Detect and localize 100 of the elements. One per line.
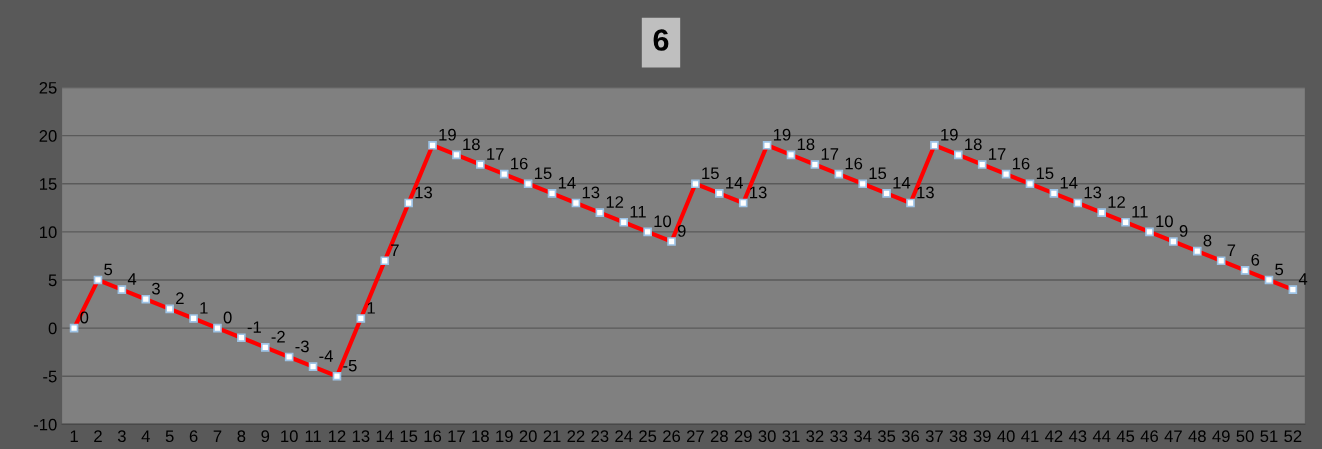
data-label: 15 [702,167,719,180]
data-label: 1 [367,302,375,314]
x-tick-label: 12 [328,430,346,442]
data-label: -1 [247,321,261,333]
data-label: 18 [965,138,982,151]
data-label: 15 [869,167,887,180]
data-label: 0 [223,311,232,324]
x-tick-label: 37 [925,430,943,443]
data-label: 18 [463,138,480,151]
data-label: 17 [989,148,1006,160]
y-tick-label: -5 [43,370,57,383]
y-tick-label: 10 [40,226,57,239]
x-tick-label: 31 [782,430,800,443]
x-tick-label: 28 [710,430,728,443]
x-tick-label: 23 [591,430,609,443]
x-tick-label: 50 [1236,430,1254,443]
data-label: 9 [1179,225,1188,237]
data-label: 18 [797,138,815,151]
x-tick-label: 8 [237,430,246,443]
y-tick-label: 25 [39,81,57,94]
x-tick-label: 40 [997,430,1015,443]
x-tick-label: 41 [1021,430,1039,442]
data-label: 19 [773,128,791,141]
y-tick-label: 15 [40,178,57,190]
x-tick-label: 9 [261,430,270,443]
data-label: 19 [941,128,958,141]
data-label: 15 [534,167,552,180]
x-tick-label: 21 [543,430,561,442]
x-tick-label: 33 [830,430,848,443]
x-tick-label: 15 [400,430,418,443]
x-tick-label: 49 [1212,430,1230,443]
x-tick-label: 47 [1164,430,1182,442]
x-tick-label: 22 [567,430,585,442]
x-tick-label: 29 [734,430,752,443]
x-tick-label: 10 [281,430,298,443]
x-tick-label: 35 [877,430,896,443]
x-tick-label: 13 [352,430,370,443]
data-label: 13 [917,186,934,199]
data-label: 14 [893,177,911,189]
data-label: 14 [726,177,743,189]
x-tick-label: 1 [70,430,78,442]
y-tick-label: 5 [48,274,57,287]
data-label: 4 [127,273,137,285]
x-tick-label: 43 [1068,430,1087,443]
data-label: 7 [1227,244,1236,256]
x-tick-label: 19 [496,430,513,443]
data-label: 7 [391,244,399,256]
x-tick-label: 27 [686,430,704,442]
data-label: 4 [1298,273,1308,285]
data-label: 13 [582,186,600,199]
data-label: 13 [1084,186,1102,199]
data-label: 5 [104,263,113,276]
data-label: 15 [1036,167,1054,180]
x-tick-label: 34 [854,430,872,443]
y-tick-label: 0 [48,322,57,335]
x-tick-label: 11 [305,430,321,442]
x-tick-label: 2 [94,430,102,442]
x-tick-label: 20 [519,430,537,443]
data-label: -5 [343,359,357,372]
data-label: 9 [677,225,686,237]
data-label: 16 [845,157,863,170]
data-label: 8 [1203,234,1212,247]
data-label: 16 [1012,157,1030,170]
x-tick-label: 4 [141,430,150,442]
x-tick-label: 39 [973,430,991,443]
x-tick-label: 5 [165,430,174,443]
data-label: 2 [176,292,184,304]
x-tick-label: 36 [901,430,920,443]
x-tick-label: 26 [663,430,681,443]
data-label: -2 [271,330,285,343]
y-tick-label: -10 [33,418,57,431]
x-tick-label: 32 [806,430,824,443]
data-label: 11 [630,205,646,218]
data-label: -4 [319,350,333,362]
x-tick-label: 38 [949,430,967,443]
data-label: 13 [415,186,433,199]
x-tick-label: 44 [1092,430,1111,442]
data-label: 5 [1275,263,1284,276]
x-tick-label: 25 [639,430,657,443]
x-tick-label: 42 [1045,430,1063,442]
x-tick-label: 52 [1284,430,1302,443]
data-label: 12 [606,196,624,208]
x-tick-label: 14 [376,430,394,442]
data-label: 0 [80,311,89,324]
data-label: 17 [487,148,504,160]
x-tick-label: 7 [213,430,222,442]
data-label: 14 [1060,177,1078,189]
data-label: 11 [1132,205,1148,218]
x-tick-label: 30 [758,430,776,443]
x-tick-label: 16 [424,430,442,443]
chart-title: 6 [653,29,669,51]
data-label: 17 [821,148,839,160]
data-label: 12 [1108,196,1125,208]
x-tick-label: 46 [1140,430,1159,443]
data-label: 10 [654,215,672,228]
data-label: 6 [1251,253,1260,266]
data-label: 16 [511,157,528,170]
data-label: 19 [439,128,456,141]
x-tick-label: 18 [472,430,489,443]
data-label: 10 [1156,215,1173,228]
